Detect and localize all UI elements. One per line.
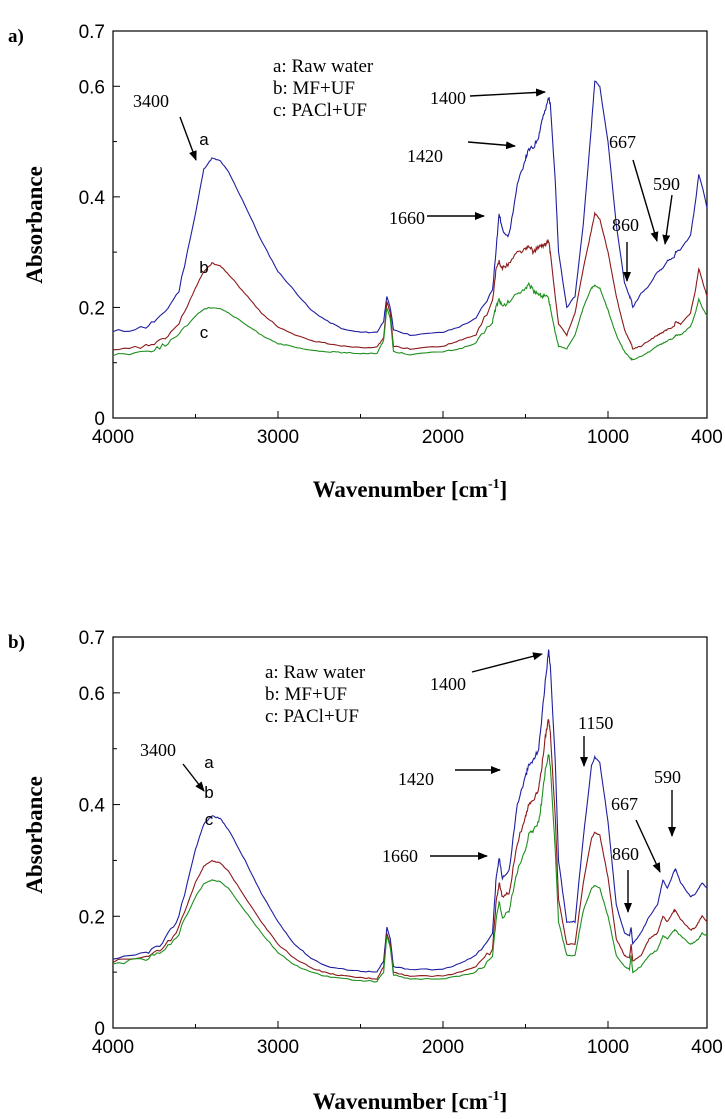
- peak-annotation-label: 3400: [133, 91, 169, 111]
- series-line-pacl-uf: [112, 281, 708, 361]
- curve-tag-b: b: [199, 258, 208, 277]
- x-tick-label: 2000: [422, 427, 464, 448]
- series-line-mf-uf: [112, 211, 708, 351]
- peak-annotation-label: 1660: [389, 208, 425, 228]
- peak-annotation-arrow: [471, 652, 543, 673]
- curve-tag-c: c: [205, 810, 214, 829]
- peak-annotation-label: 1150: [578, 713, 613, 733]
- y-tick-label: 0.4: [79, 796, 106, 817]
- y-tick-label: 0.4: [79, 188, 106, 209]
- peak-annotation-arrow: [469, 88, 546, 97]
- x-tick-label: 400: [691, 427, 723, 448]
- y-axis-title: Absorbance: [22, 166, 47, 284]
- y-tick-label: 0.6: [79, 77, 105, 98]
- peak-annotation-label: 1660: [382, 846, 418, 866]
- plot-area-frame: [112, 636, 708, 1029]
- curve-tag-b: b: [204, 783, 213, 802]
- x-axis-title-main: Wavenumber [cm: [313, 1089, 488, 1114]
- peak-annotation-arrow: [635, 819, 661, 873]
- series-line-raw-water: [112, 80, 708, 336]
- peak-annotation-label: 667: [609, 132, 636, 152]
- x-tick-label: 2000: [422, 1037, 464, 1058]
- peak-annotation-arrow: [467, 141, 516, 150]
- x-axis-title-end: ]: [500, 477, 508, 502]
- plot-area-frame: [112, 30, 708, 419]
- peak-annotation-label: 1400: [430, 674, 466, 694]
- y-tick-label: 0.2: [79, 907, 105, 928]
- x-tick-label: 4000: [92, 1037, 134, 1058]
- chart-panel-b: b) 0 0.2 0.4 0.6 0.7 4000 3000 2000 1000 400 Absorb…: [8, 628, 723, 1114]
- y-tick-label: 0.6: [79, 684, 105, 705]
- curve-tag-a: a: [204, 753, 214, 772]
- peak-annotation-arrow: [182, 763, 205, 792]
- y-tick-label: 0: [94, 1019, 105, 1040]
- y-tick-label: 0.2: [79, 298, 105, 319]
- legend-entry: c: PACl+UF: [265, 706, 359, 727]
- x-axis-title: Wavenumber [cm-1]: [313, 1089, 508, 1114]
- x-tick-label: 1000: [587, 1037, 629, 1058]
- x-axis-title-sup: -1: [488, 1089, 500, 1104]
- legend-entry: c: PACl+UF: [273, 100, 367, 121]
- peak-annotation-label: 1400: [430, 88, 466, 108]
- panel-label: b): [8, 632, 25, 653]
- legend-entry: a: Raw water: [265, 662, 366, 683]
- series-line-raw-water: [112, 649, 708, 973]
- series-line-mf-uf: [112, 719, 708, 980]
- x-axis-title-end: ]: [500, 1089, 508, 1114]
- y-tick-label: 0.7: [79, 628, 105, 649]
- y-tick-label: 0: [94, 409, 105, 430]
- x-tick-label: 3000: [257, 427, 299, 448]
- peak-annotation-arrow: [179, 116, 197, 161]
- peak-annotation-label: 590: [653, 174, 680, 194]
- peak-annotation-label: 1420: [407, 146, 443, 166]
- y-tick-label: 0.7: [79, 22, 105, 43]
- panel-label: a): [8, 26, 24, 47]
- x-tick-label: 400: [691, 1037, 723, 1058]
- peak-annotation-label: 667: [611, 794, 638, 814]
- x-axis-title-sup: -1: [488, 477, 500, 492]
- x-axis-title-main: Wavenumber [cm: [313, 477, 488, 502]
- series-line-pacl-uf: [112, 753, 708, 983]
- x-tick-label: 4000: [92, 427, 134, 448]
- y-axis-title: Absorbance: [22, 776, 47, 894]
- x-tick-label: 1000: [587, 427, 629, 448]
- peak-annotation-label: 860: [612, 215, 639, 235]
- curve-tag-c: c: [200, 323, 209, 342]
- peak-annotation-arrow: [632, 159, 659, 242]
- peak-annotation-label: 860: [612, 844, 639, 864]
- legend-entry: a: Raw water: [273, 56, 374, 77]
- x-tick-label: 3000: [257, 1037, 299, 1058]
- chart-panel-a: a) 0 0.2 0.4 0.6 0.7 4000 3000 2000 1000 400 Absorb…: [8, 22, 723, 502]
- peak-annotation-label: 3400: [140, 740, 176, 760]
- peak-annotation-arrow: [662, 194, 673, 245]
- legend-entry: b: MF+UF: [273, 78, 355, 99]
- peak-annotation-label: 590: [654, 767, 681, 787]
- x-axis-title: Wavenumber [cm-1]: [313, 477, 508, 502]
- curve-tag-a: a: [199, 130, 209, 149]
- peak-annotation-label: 1420: [398, 769, 434, 789]
- legend-entry: b: MF+UF: [265, 684, 347, 705]
